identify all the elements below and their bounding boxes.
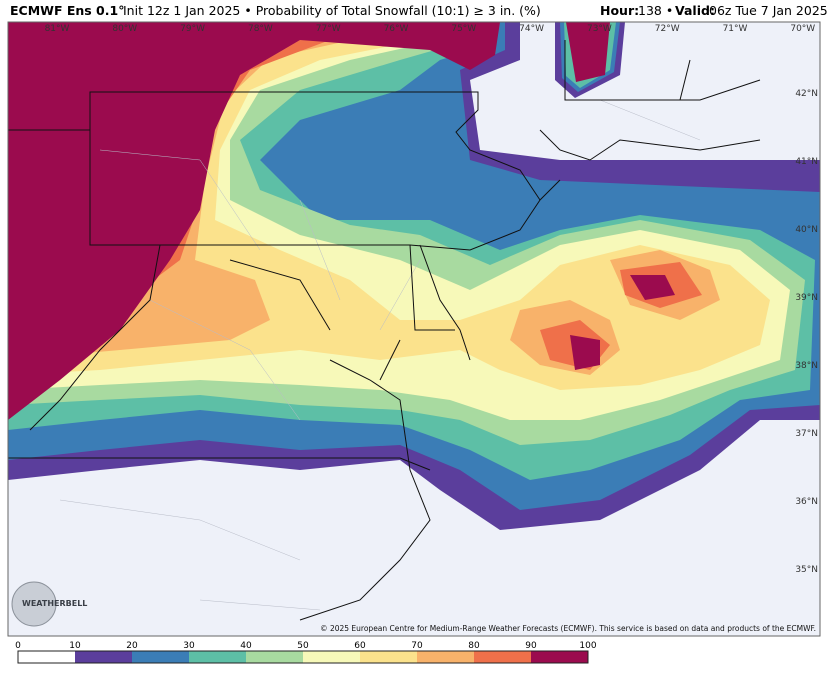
latitude-label: 40°N xyxy=(795,225,818,235)
colorbar-tick-label: 0 xyxy=(15,641,21,651)
longitude-labels: 81°W 80°W 79°W 78°W 77°W 76°W 75°W 74°W 73°W 72°W… xyxy=(45,24,816,34)
latitude-label: 35°N xyxy=(795,565,818,575)
colorbar-segment xyxy=(189,651,246,663)
longitude-label: 77°W xyxy=(316,24,341,34)
latitude-label: 38°N xyxy=(795,361,818,371)
longitude-label: 72°W xyxy=(655,24,680,34)
colorbar-segment xyxy=(531,651,588,663)
longitude-label: 70°W xyxy=(790,24,815,34)
colorbar-frame xyxy=(17,650,589,664)
longitude-label: 78°W xyxy=(248,24,273,34)
colorbar-tick-label: 60 xyxy=(354,641,366,651)
hour-label: Hour: xyxy=(600,3,639,18)
longitude-label: 75°W xyxy=(451,24,476,34)
probability-contour xyxy=(8,22,675,420)
longitude-label: 73°W xyxy=(587,24,612,34)
colorbar-segment xyxy=(417,651,474,663)
latitude-label: 41°N xyxy=(795,157,818,167)
longitude-label: 79°W xyxy=(180,24,205,34)
colorbar-tick-label: 90 xyxy=(525,641,537,651)
colorbar-segment xyxy=(132,651,189,663)
colorbar-tick-label: 100 xyxy=(579,641,596,651)
latitude-labels: 42°N 41°N 40°N 39°N 38°N 37°N 36°N 35°N xyxy=(795,89,818,575)
map-frame xyxy=(7,21,821,637)
longitude-label: 71°W xyxy=(723,24,748,34)
colorbar-segment xyxy=(18,651,75,663)
state-border xyxy=(8,40,761,621)
map: WEATHERBELL © 2025 European Centre for M… xyxy=(8,22,820,636)
logo-circle xyxy=(11,581,57,627)
colorbar-segment xyxy=(246,651,303,663)
colorbar-tick-label: 70 xyxy=(411,641,423,651)
latitude-label: 36°N xyxy=(795,497,818,507)
valid-time: 06z Tue 7 Jan 2025 xyxy=(709,3,828,18)
colorbar-tick-label: 20 xyxy=(126,641,138,651)
colorbar-segment xyxy=(360,651,417,663)
colorbar-tick-label: 10 xyxy=(69,641,81,651)
colorbar: 0 10 20 30 40 50 60 70 80 90 100 xyxy=(15,641,597,664)
longitude-label: 80°W xyxy=(112,24,137,34)
colorbar-tick-label: 80 xyxy=(468,641,480,651)
latitude-label: 37°N xyxy=(795,429,818,439)
model-name: ECMWF Ens 0.1° xyxy=(10,3,124,18)
latitude-label: 39°N xyxy=(795,293,818,303)
logo-text: WEATHERBELL xyxy=(22,599,87,608)
longitude-label: 76°W xyxy=(384,24,409,34)
colorbar-tick-label: 40 xyxy=(240,641,252,651)
longitude-label: 74°W xyxy=(519,24,544,34)
weatherbell-logo: WEATHERBELL xyxy=(11,581,87,627)
latitude-label: 42°N xyxy=(795,89,818,99)
colorbar-segment xyxy=(303,651,360,663)
contours xyxy=(8,22,820,530)
description: Init 12z 1 Jan 2025 • Probability of Tot… xyxy=(123,3,541,18)
colorbar-segment xyxy=(474,651,531,663)
hour: 138 • xyxy=(638,3,673,18)
county-lines xyxy=(59,99,701,611)
valid-label: Valid: xyxy=(675,3,715,18)
colorbar-tick-label: 30 xyxy=(183,641,195,651)
colorbar-tick-label: 50 xyxy=(297,641,309,651)
longitude-label: 81°W xyxy=(45,24,70,34)
colorbar-segment xyxy=(75,651,132,663)
copyright: © 2025 European Centre for Medium-Range … xyxy=(320,624,816,633)
